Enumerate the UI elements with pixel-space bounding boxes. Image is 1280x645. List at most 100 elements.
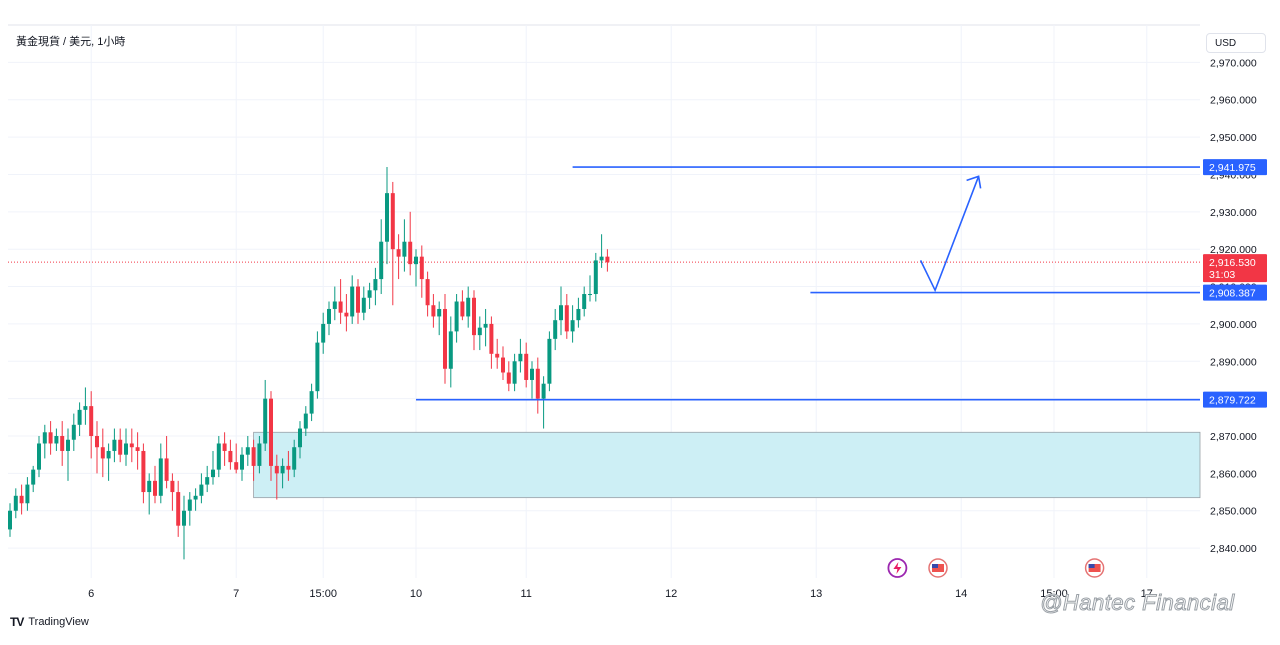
candle-body xyxy=(257,443,262,466)
candle xyxy=(460,290,465,321)
candle xyxy=(599,234,604,268)
candle-body xyxy=(495,353,500,358)
y-tick-label: 2,950.000 xyxy=(1210,132,1257,144)
candle xyxy=(158,443,163,504)
tradingview-brand: TV TradingView xyxy=(10,615,89,629)
candle xyxy=(187,492,192,526)
candle-body xyxy=(83,406,88,410)
candle-body xyxy=(158,458,163,496)
candle-body xyxy=(60,436,65,451)
candle-body xyxy=(327,308,331,324)
candle xyxy=(582,286,587,317)
candle xyxy=(425,271,430,317)
candle xyxy=(182,495,186,560)
candle-body xyxy=(8,510,12,530)
candle-body xyxy=(286,465,291,470)
candle-body xyxy=(437,308,442,317)
candle-body xyxy=(414,256,418,265)
candle xyxy=(350,275,355,324)
candle-body xyxy=(147,480,152,493)
x-tick-label: 11 xyxy=(520,588,531,600)
candle xyxy=(361,286,366,321)
candle-body xyxy=(547,338,552,384)
current-price-label: 2,916.530 xyxy=(1209,257,1256,269)
candle xyxy=(309,383,314,422)
candle xyxy=(8,503,12,537)
candle xyxy=(257,436,262,474)
candle-body xyxy=(419,256,424,280)
candle-body xyxy=(240,454,244,470)
candle-body xyxy=(524,353,529,380)
candle xyxy=(199,473,204,504)
candle xyxy=(303,406,308,437)
candle xyxy=(240,447,244,481)
x-tick-label: 17 xyxy=(1141,588,1153,600)
candle-body xyxy=(506,372,511,384)
candle xyxy=(228,439,233,470)
y-tick-label: 2,920.000 xyxy=(1210,244,1257,256)
y-tick-label: 2,840.000 xyxy=(1210,543,1257,555)
candle xyxy=(535,357,540,414)
candle-body xyxy=(77,409,82,425)
demand-zone xyxy=(253,431,1201,499)
candle xyxy=(124,428,128,466)
candle xyxy=(431,294,436,328)
candle xyxy=(489,316,494,369)
candle-body xyxy=(135,447,140,451)
candle-body xyxy=(605,256,610,263)
candle-body xyxy=(356,286,360,313)
candle xyxy=(31,465,36,493)
x-tick-label: 15:00 xyxy=(1040,588,1068,600)
candle xyxy=(54,428,59,451)
candle-body xyxy=(48,432,53,444)
candle xyxy=(385,166,389,265)
x-tick-label: 14 xyxy=(955,588,967,600)
candle-body xyxy=(19,495,24,504)
candle-body xyxy=(582,294,587,309)
tradingview-logo-icon: TV xyxy=(10,615,24,629)
candle-body xyxy=(373,279,378,291)
candle xyxy=(251,439,256,481)
candle xyxy=(263,379,268,451)
x-tick-label: 13 xyxy=(810,588,822,600)
candle xyxy=(147,473,152,515)
candle xyxy=(437,301,442,336)
candle-body xyxy=(344,312,349,317)
price-level-label: 2,879.722 xyxy=(1209,395,1256,407)
candle xyxy=(501,346,505,380)
candle-body xyxy=(570,320,575,332)
candle xyxy=(37,436,41,478)
candle-body xyxy=(170,480,175,493)
y-tick-label: 2,850.000 xyxy=(1210,506,1257,518)
candle-body xyxy=(100,447,105,459)
candle-body xyxy=(588,294,592,296)
candle xyxy=(332,286,337,321)
candle xyxy=(83,387,88,425)
currency-button[interactable]: USD xyxy=(1206,33,1266,53)
candle-body xyxy=(292,447,297,470)
candle-body xyxy=(593,260,598,295)
candle-body xyxy=(280,465,285,474)
projection-arrowhead xyxy=(966,175,982,189)
candle xyxy=(100,428,105,478)
candle-body xyxy=(222,443,227,451)
us-flag-canton-icon xyxy=(932,564,938,568)
candle-body xyxy=(118,439,123,455)
candle-body xyxy=(269,398,273,466)
candle xyxy=(298,421,302,459)
brand-label: TradingView xyxy=(28,616,89,628)
candle-body xyxy=(211,469,215,478)
candle-body xyxy=(564,305,569,332)
y-tick-label: 2,860.000 xyxy=(1210,468,1257,480)
candle-body xyxy=(361,297,366,313)
candle xyxy=(315,331,320,399)
candle-body xyxy=(95,436,99,448)
candle-body xyxy=(141,450,146,493)
candle xyxy=(344,294,349,332)
candle xyxy=(106,443,111,481)
price-level-label-bg xyxy=(1203,159,1267,176)
candle-body xyxy=(303,413,308,429)
candle-body xyxy=(559,305,563,321)
